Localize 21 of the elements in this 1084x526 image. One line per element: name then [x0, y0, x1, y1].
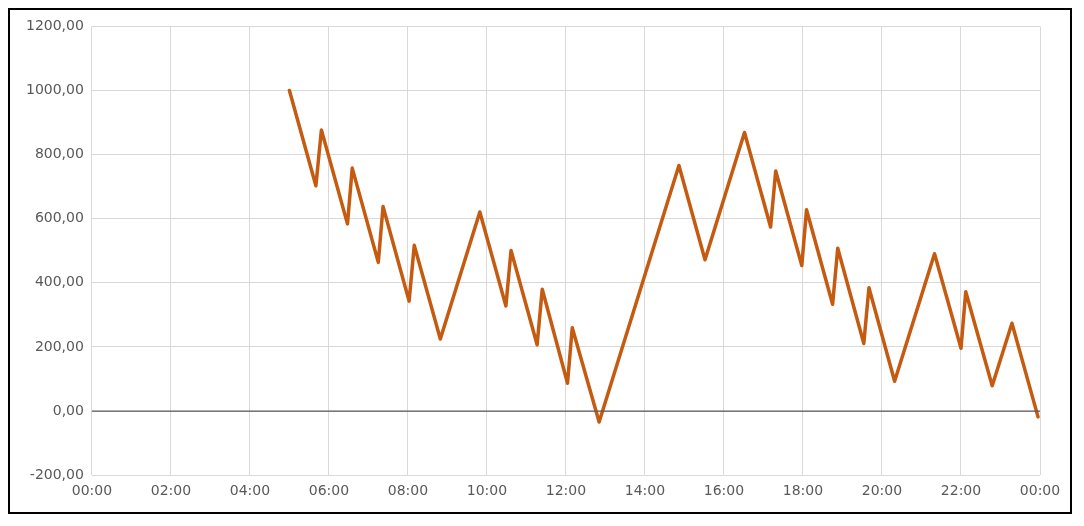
x-tick-label: 04:00	[229, 482, 271, 499]
x-tick-label: 20:00	[861, 482, 903, 499]
y-tick-label: 800,00	[34, 145, 84, 162]
x-tick-label: 10:00	[466, 482, 508, 499]
x-tick-label: 14:00	[624, 482, 666, 499]
x-tick-label: 08:00	[387, 482, 429, 499]
x-tick-label: 18:00	[782, 482, 824, 499]
y-tick-label: 600,00	[34, 209, 84, 226]
y-tick-label: 1000,00	[25, 81, 84, 98]
x-tick-label: 00:00	[71, 482, 113, 499]
x-tick-label: 00:00	[1019, 482, 1061, 499]
y-tick-label: 0,00	[52, 401, 84, 418]
y-tick-label: 400,00	[34, 273, 84, 290]
x-tick-label: 06:00	[308, 482, 350, 499]
x-tick-label: 16:00	[703, 482, 745, 499]
x-tick-label: 22:00	[940, 482, 982, 499]
y-tick-label: 200,00	[34, 337, 84, 354]
y-tick-label: 1200,00	[25, 17, 84, 34]
y-tick-label: -200,00	[29, 465, 84, 482]
x-tick-label: 12:00	[545, 482, 587, 499]
x-tick-label: 02:00	[150, 482, 192, 499]
